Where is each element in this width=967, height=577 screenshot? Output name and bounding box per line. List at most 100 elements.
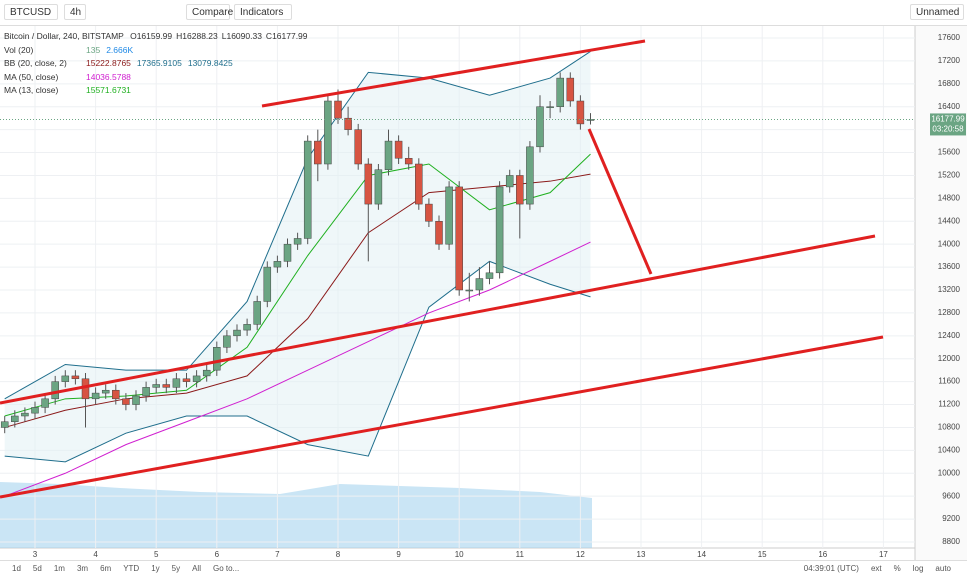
- range-button[interactable]: Go to...: [212, 564, 240, 573]
- legend-row: MA (13, close) 15571.6731: [4, 84, 308, 98]
- axis-option[interactable]: auto: [935, 564, 951, 573]
- candle-body: [394, 140, 403, 159]
- y-tick-label: 17600: [938, 33, 961, 42]
- y-tick-label: 8800: [942, 537, 960, 546]
- candle-body: [152, 384, 160, 388]
- trend-line: [0, 335, 884, 499]
- x-tick-label: 11: [516, 550, 525, 559]
- legend-row: BB (20, close, 2) 15222.8765 17365.9105 130…: [4, 57, 308, 71]
- candle-body: [71, 375, 80, 380]
- legend-row: Bitcoin / Dollar, 240, BITSTAMP O16159.9…: [4, 30, 308, 44]
- candle-body: [243, 324, 251, 331]
- candle-body: [0, 421, 9, 428]
- x-tick-label: 10: [455, 550, 464, 559]
- candle-body: [314, 140, 322, 165]
- ohlc-key: C: [265, 31, 273, 41]
- legend-title: Bitcoin / Dollar, 240, BITSTAMP: [4, 31, 124, 41]
- y-tick-label: 14400: [938, 216, 961, 225]
- y-tick-label: 16400: [938, 102, 961, 111]
- x-tick-label: 13: [637, 550, 646, 559]
- volume-area: [0, 482, 592, 548]
- compare[interactable]: Compare: [186, 4, 233, 20]
- candle-body: [536, 106, 544, 148]
- candle-body: [132, 395, 140, 405]
- candle-body: [202, 369, 211, 377]
- candle-body: [233, 329, 241, 337]
- study-value: 14036.5788: [86, 71, 131, 82]
- range-button[interactable]: 5d: [32, 564, 42, 573]
- candle-body: [101, 389, 110, 394]
- indicators[interactable]: Indicators: [234, 4, 292, 20]
- study-value: 13079.8425: [187, 58, 233, 68]
- top-toolbar: BTCUSD 4h Compare Indicators Unnamed: [0, 0, 967, 26]
- legend-row: Vol (20) 135 2.666K: [4, 44, 308, 58]
- study-name: Vol (20): [4, 44, 34, 55]
- candle-body: [465, 289, 474, 292]
- candle-body: [344, 117, 352, 130]
- candle-body: [384, 140, 393, 170]
- candle-body: [293, 238, 302, 245]
- candle-body: [475, 278, 484, 291]
- range-button[interactable]: YTD: [123, 564, 140, 573]
- candle-body: [566, 77, 575, 102]
- trend-line: [587, 128, 653, 275]
- candle-body: [182, 378, 191, 382]
- y-tick-label: 12800: [938, 308, 961, 317]
- study-value: 135: [86, 44, 101, 55]
- axis-option[interactable]: log: [912, 564, 924, 573]
- candle-body: [192, 375, 201, 382]
- candle-body: [122, 398, 130, 405]
- y-tick-label: 10000: [938, 468, 961, 477]
- x-tick-label: 6: [215, 550, 220, 559]
- candle-body: [455, 186, 463, 291]
- range-button[interactable]: All: [192, 564, 201, 573]
- x-tick-label: 16: [818, 550, 827, 559]
- last-price-label: 16177.99: [931, 115, 965, 124]
- candle-body: [21, 412, 29, 417]
- x-tick-label: 17: [879, 550, 888, 559]
- range-button[interactable]: 1m: [53, 564, 65, 573]
- ohlc-key: O: [130, 31, 137, 41]
- ohlc-value: 16288.23: [182, 31, 218, 41]
- range-button[interactable]: 5y: [171, 564, 181, 573]
- x-tick-label: 14: [697, 550, 706, 559]
- candle-body: [334, 100, 342, 119]
- candle-body: [41, 398, 49, 408]
- candle-body: [11, 415, 19, 422]
- x-tick-label: 8: [336, 550, 341, 559]
- candle-body: [374, 169, 383, 205]
- candle-body: [223, 335, 231, 348]
- chart: 8800920096001000010400108001120011600120…: [0, 25, 967, 560]
- candle-body: [526, 146, 534, 205]
- axis-option[interactable]: ext: [870, 564, 882, 573]
- axis-option[interactable]: %: [893, 564, 901, 573]
- countdown: 03:20:58: [932, 125, 964, 134]
- candle-body: [445, 186, 453, 245]
- candle-body: [415, 163, 423, 205]
- candle-body: [435, 221, 443, 245]
- study-value: 2.666K: [106, 44, 134, 55]
- symbol-search[interactable]: BTCUSD: [4, 4, 58, 20]
- range-button[interactable]: 1d: [12, 564, 21, 573]
- range-button[interactable]: 1y: [151, 564, 160, 573]
- interval[interactable]: 4h: [64, 4, 86, 20]
- last-price-tag: [930, 113, 966, 136]
- trend-line: [0, 234, 876, 405]
- range-button[interactable]: 3m: [76, 564, 89, 573]
- candle-body: [172, 378, 181, 388]
- ohlc-value: 16177.99: [272, 31, 308, 41]
- candle-body: [91, 392, 100, 400]
- y-tick-label: 15200: [938, 171, 961, 180]
- study-value: 17365.9105: [136, 58, 182, 68]
- study-value: 15222.8765: [86, 58, 131, 68]
- candle-body: [51, 381, 59, 400]
- candle-body: [303, 140, 312, 239]
- study-name: BB (20, close, 2): [4, 58, 67, 68]
- bottom-bar: 1d 5d 1m 3m 6m YTD 1y 5y All Go to... 04:39:01 (UT…: [0, 560, 967, 577]
- study-value: 15571.6731: [86, 85, 131, 95]
- layout-name[interactable]: Unnamed: [910, 4, 964, 20]
- ohlc-key: H: [176, 31, 183, 41]
- range-button[interactable]: 6m: [100, 564, 112, 573]
- indicator-line: [4, 260, 591, 463]
